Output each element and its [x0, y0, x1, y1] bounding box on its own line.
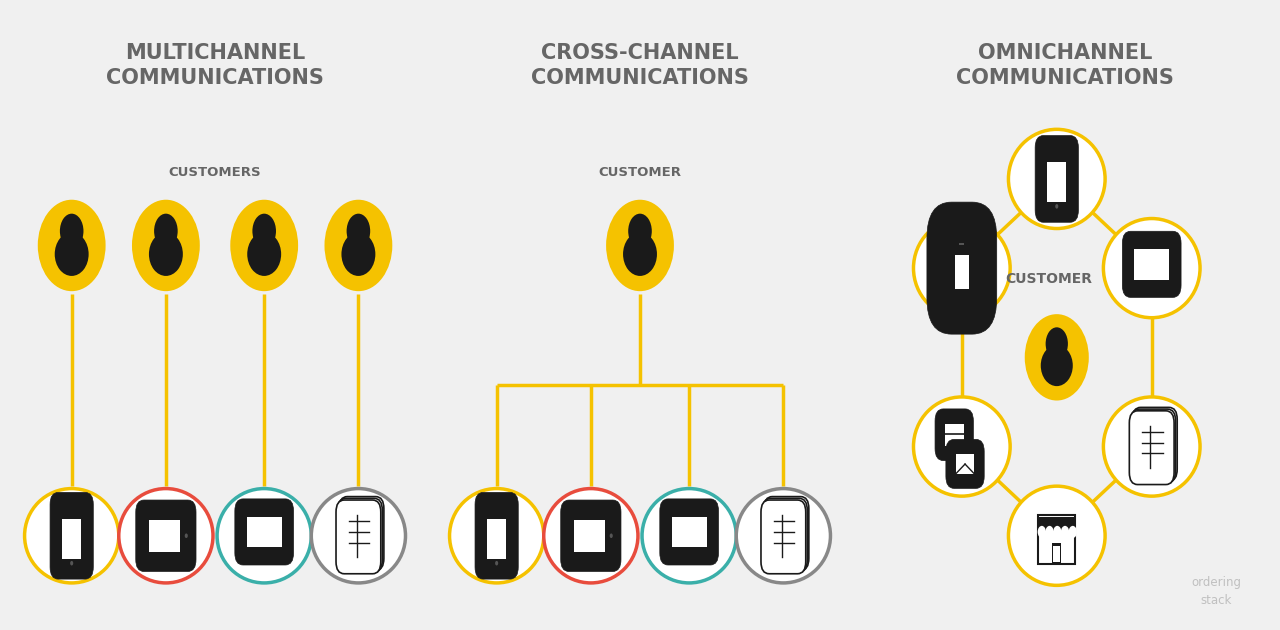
Ellipse shape — [1009, 129, 1105, 229]
FancyBboxPatch shape — [946, 439, 984, 488]
FancyBboxPatch shape — [338, 498, 383, 572]
FancyBboxPatch shape — [136, 500, 196, 571]
Circle shape — [1053, 526, 1061, 538]
Ellipse shape — [342, 232, 375, 276]
Text: CUSTOMERS: CUSTOMERS — [169, 166, 261, 180]
FancyBboxPatch shape — [339, 496, 384, 570]
Ellipse shape — [1041, 345, 1073, 386]
Text: ordering: ordering — [1192, 576, 1242, 589]
Bar — [672, 517, 707, 547]
Circle shape — [495, 561, 498, 566]
Bar — [573, 520, 605, 552]
Circle shape — [1046, 526, 1053, 538]
Ellipse shape — [55, 232, 88, 276]
Bar — [1047, 162, 1066, 202]
FancyBboxPatch shape — [1123, 231, 1181, 297]
Ellipse shape — [736, 489, 831, 583]
FancyBboxPatch shape — [561, 500, 621, 571]
Circle shape — [1061, 526, 1069, 538]
Ellipse shape — [914, 219, 1010, 318]
FancyBboxPatch shape — [936, 409, 973, 461]
FancyBboxPatch shape — [762, 500, 805, 574]
Text: OMNICHANNEL
COMMUNICATIONS: OMNICHANNEL COMMUNICATIONS — [956, 43, 1174, 88]
Circle shape — [184, 534, 188, 538]
FancyBboxPatch shape — [1132, 409, 1175, 483]
Circle shape — [1038, 526, 1046, 538]
Bar — [1149, 285, 1153, 290]
FancyBboxPatch shape — [659, 499, 718, 565]
Ellipse shape — [132, 200, 200, 291]
Ellipse shape — [230, 200, 298, 291]
Bar — [1052, 543, 1061, 564]
Bar — [1037, 517, 1076, 531]
Ellipse shape — [914, 397, 1010, 496]
Bar — [945, 424, 964, 446]
FancyBboxPatch shape — [50, 493, 93, 579]
FancyBboxPatch shape — [927, 202, 997, 334]
Circle shape — [1069, 526, 1076, 538]
Text: CUSTOMER: CUSTOMER — [1005, 272, 1092, 286]
Bar — [1053, 546, 1060, 563]
Bar — [488, 518, 506, 559]
Bar — [959, 243, 964, 245]
Bar — [257, 558, 271, 562]
Bar — [956, 454, 974, 474]
FancyBboxPatch shape — [763, 498, 808, 572]
Ellipse shape — [148, 232, 183, 276]
Text: CROSS-CHANNEL
COMMUNICATIONS: CROSS-CHANNEL COMMUNICATIONS — [531, 43, 749, 88]
FancyBboxPatch shape — [764, 496, 809, 570]
Circle shape — [1055, 204, 1059, 209]
Ellipse shape — [1103, 397, 1201, 496]
Ellipse shape — [311, 489, 406, 583]
Ellipse shape — [643, 489, 736, 583]
FancyBboxPatch shape — [1133, 408, 1178, 481]
Bar — [682, 558, 696, 562]
Bar — [687, 552, 691, 558]
Ellipse shape — [38, 200, 105, 291]
Bar — [1134, 249, 1169, 280]
Circle shape — [252, 214, 276, 248]
Circle shape — [347, 214, 370, 248]
Bar — [148, 520, 180, 552]
Circle shape — [70, 561, 73, 566]
FancyBboxPatch shape — [475, 493, 518, 579]
Text: CUSTOMER: CUSTOMER — [599, 166, 681, 180]
Ellipse shape — [607, 200, 673, 291]
Ellipse shape — [247, 232, 282, 276]
Circle shape — [60, 214, 83, 248]
Bar — [247, 517, 282, 547]
Bar — [1144, 290, 1158, 294]
Ellipse shape — [1025, 314, 1089, 401]
Ellipse shape — [1103, 219, 1201, 318]
Ellipse shape — [544, 489, 637, 583]
FancyBboxPatch shape — [234, 499, 293, 565]
Circle shape — [609, 534, 613, 538]
Circle shape — [154, 214, 178, 248]
Ellipse shape — [218, 489, 311, 583]
Bar — [1038, 515, 1075, 564]
Text: stack: stack — [1201, 594, 1233, 607]
Circle shape — [1046, 328, 1068, 360]
Ellipse shape — [449, 489, 544, 583]
Bar — [63, 518, 81, 559]
Text: MULTICHANNEL
COMMUNICATIONS: MULTICHANNEL COMMUNICATIONS — [106, 43, 324, 88]
Ellipse shape — [24, 489, 119, 583]
Ellipse shape — [325, 200, 392, 291]
Bar — [955, 255, 969, 289]
Ellipse shape — [119, 489, 212, 583]
Ellipse shape — [1009, 486, 1105, 585]
Bar — [262, 552, 266, 558]
FancyBboxPatch shape — [1036, 135, 1078, 222]
FancyBboxPatch shape — [337, 500, 380, 574]
Circle shape — [628, 214, 652, 248]
Ellipse shape — [623, 232, 657, 276]
FancyBboxPatch shape — [1129, 411, 1174, 484]
